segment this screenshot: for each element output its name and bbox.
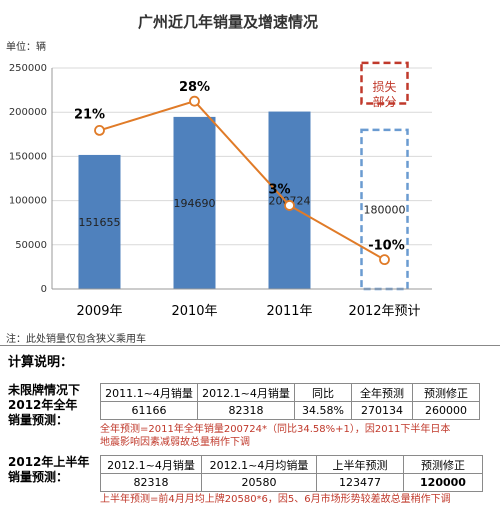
header-cell: 2011.1~4月销量 xyxy=(100,383,198,402)
header-cell: 2012.1~4月销量 xyxy=(100,455,202,474)
table-cell: 270134 xyxy=(351,401,413,420)
bar xyxy=(173,116,216,289)
table-row: 61166 82318 34.58% 270134 260000 xyxy=(100,401,480,420)
section2-table: 2012.1~4月销量 2012.1~4月均销量 上半年预测 预测修正 8231… xyxy=(100,455,483,492)
growth-line: 21% 28% 3% -10% xyxy=(74,80,405,266)
header-cell: 2012.1~4月销量 xyxy=(197,383,295,402)
y-tick-label: 250000 xyxy=(9,63,47,74)
growth-label: 3% xyxy=(268,182,290,197)
y-tick-label: 100000 xyxy=(9,196,47,207)
growth-point xyxy=(284,200,295,211)
table-cell: 82318 xyxy=(100,473,202,492)
bar-value-label: 151655 xyxy=(79,216,121,229)
bar-value-label: 194690 xyxy=(174,197,216,210)
growth-point xyxy=(94,124,105,136)
table-cell: 82318 xyxy=(197,401,295,420)
growth-point xyxy=(379,254,390,266)
unit-label: 单位：辆 xyxy=(6,40,46,53)
table-header-row: 2011.1~4月销量 2012.1~4月销量 同比 全年预测 预测修正 xyxy=(100,383,480,402)
forecast-box xyxy=(360,128,409,291)
header-cell: 2012.1~4月均销量 xyxy=(201,455,317,474)
section2-label-line: 销量预测： xyxy=(8,470,69,484)
y-tick-label: 200000 xyxy=(9,107,47,118)
note-line: 全年预测=2011年全年销量200724*（同比34.58%+1），因2011下… xyxy=(100,424,451,435)
growth-label: 21% xyxy=(74,107,105,122)
header-cell: 全年预测 xyxy=(351,383,413,402)
section2-note: 上半年预测=前4月月均上牌20580*6，因5、6月市场形势较差故总量稍作下调 xyxy=(100,494,451,505)
growth-label: 28% xyxy=(179,80,210,95)
section1-label-line: 未限牌情况下 xyxy=(8,383,81,397)
header-cell: 同比 xyxy=(294,383,352,402)
section1-table: 2011.1~4月销量 2012.1~4月销量 同比 全年预测 预测修正 611… xyxy=(100,383,480,420)
section1-label-line: 销量预测： xyxy=(8,413,69,427)
section1-note: 全年预测=2011年全年销量200724*（同比34.58%+1），因2011下… xyxy=(100,423,450,449)
bar xyxy=(78,154,121,289)
table-cell: 123477 xyxy=(316,473,404,492)
bar-value-label: 180000 xyxy=(364,203,406,216)
x-tick-label: 2009年 xyxy=(76,304,122,319)
table-cell: 34.58% xyxy=(294,401,352,420)
table-header-row: 2012.1~4月销量 2012.1~4月均销量 上半年预测 预测修正 xyxy=(100,455,483,474)
note-line: 地震影响因素减弱故总量稍作下调 xyxy=(100,437,250,448)
x-axis: 2009年 2010年 2011年 2012年预计 xyxy=(52,288,432,319)
x-tick-label: 2011年 xyxy=(266,304,312,319)
loss-label: 损失 xyxy=(372,79,396,94)
x-tick-label: 2010年 xyxy=(171,304,217,319)
loss-box xyxy=(360,61,409,105)
y-tick-label: 150000 xyxy=(9,151,47,162)
section1-label: 未限牌情况下 2012年全年 销量预测： xyxy=(8,383,80,428)
y-axis: 0 50000 100000 150000 200000 250000 xyxy=(9,63,53,295)
loss-label: 部分 xyxy=(372,94,396,109)
bars: 151655194690200724180000 xyxy=(78,111,406,289)
table-row: 82318 20580 123477 120000 xyxy=(100,473,483,492)
section2-label: 2012年上半年 销量预测： xyxy=(8,455,89,485)
section1-label-line: 2012年全年 xyxy=(8,398,78,412)
table-cell: 61166 xyxy=(100,401,198,420)
y-tick-label: 0 xyxy=(41,284,47,295)
header-cell: 预测修正 xyxy=(403,455,483,474)
y-tick-label: 50000 xyxy=(15,240,47,251)
section2-label-line: 2012年上半年 xyxy=(8,455,90,469)
header-cell: 预测修正 xyxy=(412,383,480,402)
header-cell: 上半年预测 xyxy=(316,455,404,474)
x-tick-label: 2012年预计 xyxy=(348,304,420,319)
table-cell: 260000 xyxy=(412,401,480,420)
table-cell: 120000 xyxy=(403,473,483,492)
table-cell: 20580 xyxy=(201,473,317,492)
divider xyxy=(0,345,500,346)
growth-point xyxy=(189,95,200,107)
sales-chart: 广州近几年销量及增速情况 单位：辆 0 50000 100000 150000 2000… xyxy=(6,13,432,319)
growth-line-path xyxy=(99,100,385,261)
chart-note: 注：此处销量仅包含狭义乘用车 xyxy=(6,334,146,345)
growth-label: -10% xyxy=(368,239,405,254)
chart-title: 广州近几年销量及增速情况 xyxy=(138,13,318,31)
calc-title: 计算说明： xyxy=(8,355,74,370)
